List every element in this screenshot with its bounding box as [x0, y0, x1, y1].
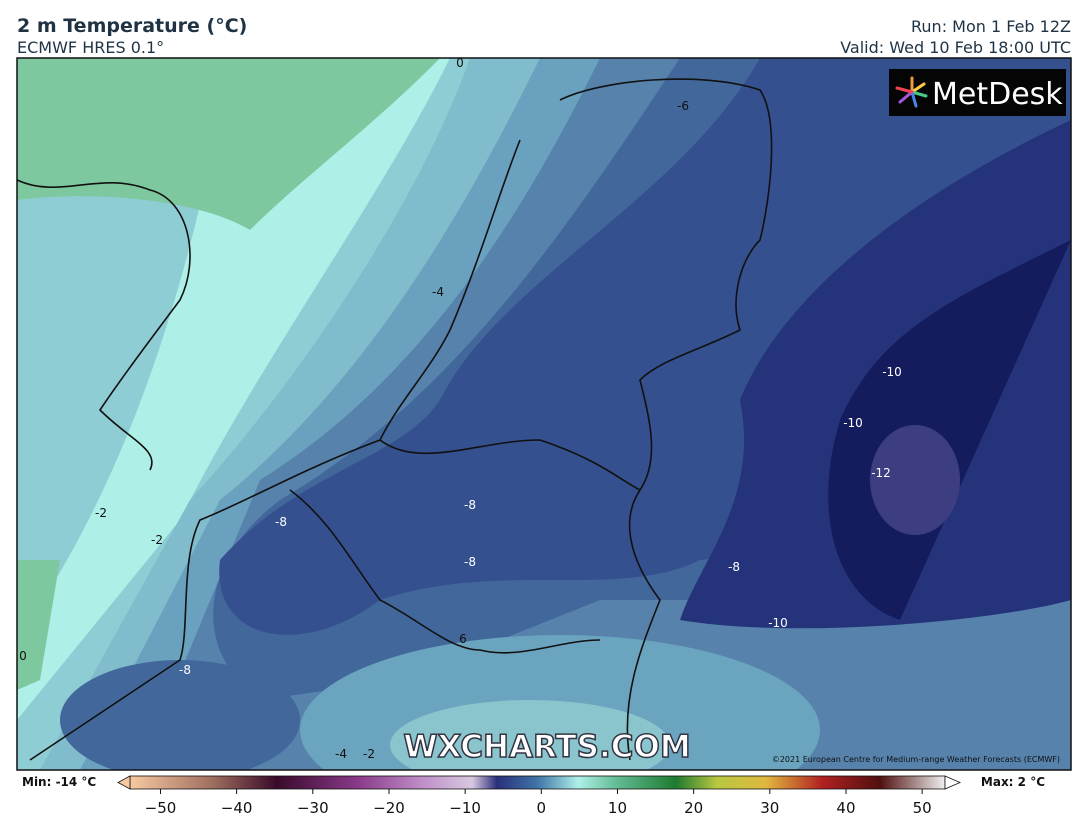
max-label: Max: 2 °C [981, 775, 1045, 789]
contour-label: -8 [728, 560, 740, 574]
contour-label: -10 [882, 365, 902, 379]
min-label: Min: -14 °C [22, 775, 96, 789]
map-field [17, 58, 1071, 770]
contour-label: -4 [335, 747, 347, 761]
contour-label: -4 [432, 285, 444, 299]
contour-label: -6 [677, 99, 689, 113]
colorbar-tick-label: −20 [373, 799, 405, 817]
contour-label: -8 [275, 515, 287, 529]
contour-label: -2 [151, 533, 163, 547]
contour-label: 0 [19, 649, 27, 663]
colorbar-tick-label: −50 [145, 799, 177, 817]
watermark: WXCHARTS.COM [403, 729, 690, 765]
contour-label: -8 [464, 498, 476, 512]
colorbar-tick-label: −40 [221, 799, 253, 817]
contour-label: -8 [464, 555, 476, 569]
colorbar-tick-label: −30 [297, 799, 329, 817]
logo: MetDesk [932, 77, 1063, 112]
contour-label: -2 [363, 747, 375, 761]
contour-label: 6 [459, 632, 467, 646]
colorbar-tick-label: −10 [449, 799, 481, 817]
colorbar-tick-label: 20 [684, 799, 703, 817]
colorbar-tick-label: 0 [537, 799, 547, 817]
contour-label: -10 [768, 616, 788, 630]
contour-label: 0 [456, 56, 464, 70]
colorbar [117, 775, 962, 790]
logo-icon [895, 76, 928, 108]
colorbar-tick-label: 40 [836, 799, 855, 817]
contour-label: -2 [95, 506, 107, 520]
valid-time: Valid: Wed 10 Feb 18:00 UTC [840, 38, 1071, 57]
run-time: Run: Mon 1 Feb 12Z [911, 17, 1071, 36]
contour-label: -8 [179, 663, 191, 677]
copyright: ©2021 European Centre for Medium-range W… [772, 755, 1060, 764]
colorbar-tick-label: 10 [608, 799, 627, 817]
title: 2 m Temperature (°C) [17, 15, 247, 37]
colorbar-tick-label: 30 [760, 799, 779, 817]
contour-label: -12 [871, 466, 891, 480]
contour-label: -10 [843, 416, 863, 430]
subtitle: ECMWF HRES 0.1° [17, 38, 164, 57]
colorbar-tick-label: 50 [913, 799, 932, 817]
map-frame [16, 57, 1072, 771]
